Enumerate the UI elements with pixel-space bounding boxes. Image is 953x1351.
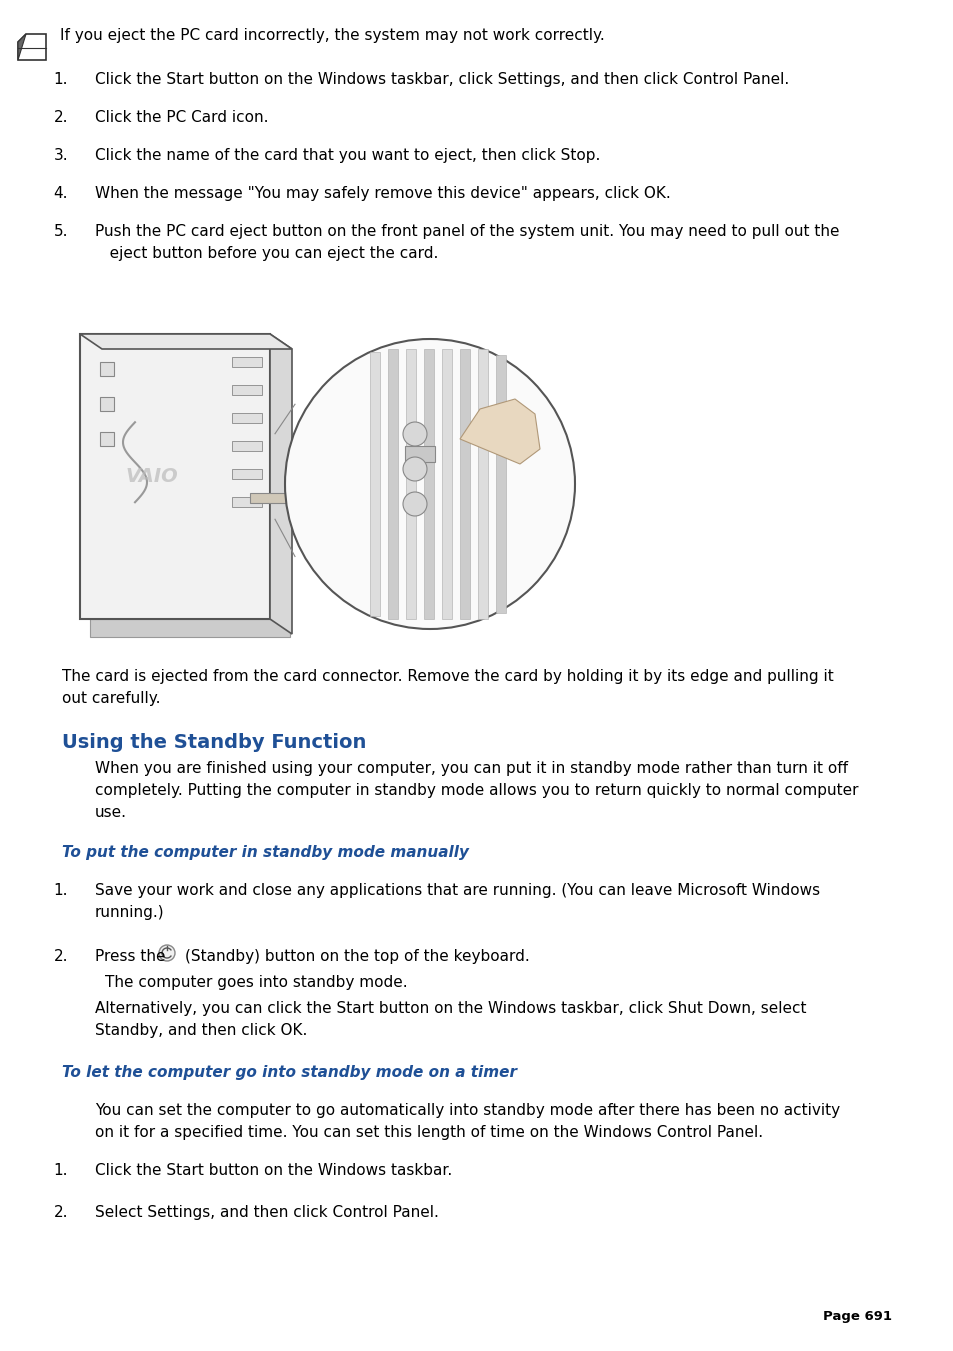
Circle shape: [159, 944, 174, 961]
Polygon shape: [477, 349, 488, 619]
Text: Standby, and then click OK.: Standby, and then click OK.: [95, 1023, 307, 1038]
Circle shape: [285, 339, 575, 630]
Polygon shape: [388, 349, 397, 619]
Text: Select Settings, and then click Control Panel.: Select Settings, and then click Control …: [95, 1205, 438, 1220]
Bar: [100, 397, 113, 411]
Polygon shape: [459, 349, 470, 619]
Bar: [232, 440, 262, 451]
Text: 1.: 1.: [53, 72, 68, 86]
Text: 3.: 3.: [53, 149, 68, 163]
Text: When you are finished using your computer, you can put it in standby mode rather: When you are finished using your compute…: [95, 761, 847, 775]
Text: VAIO: VAIO: [126, 467, 178, 486]
Text: out carefully.: out carefully.: [62, 690, 160, 707]
Text: eject button before you can eject the card.: eject button before you can eject the ca…: [95, 246, 438, 261]
Bar: [80, 334, 270, 619]
Text: Press the: Press the: [95, 948, 165, 965]
Polygon shape: [496, 355, 505, 613]
Polygon shape: [406, 349, 416, 619]
Text: 1.: 1.: [53, 1163, 68, 1178]
Bar: [100, 362, 113, 376]
Text: The card is ejected from the card connector. Remove the card by holding it by it: The card is ejected from the card connec…: [62, 669, 833, 684]
Polygon shape: [370, 353, 379, 616]
Polygon shape: [90, 619, 290, 638]
Text: completely. Putting the computer in standby mode allows you to return quickly to: completely. Putting the computer in stan…: [95, 784, 858, 798]
Text: 2.: 2.: [53, 1205, 68, 1220]
Text: Click the PC Card icon.: Click the PC Card icon.: [95, 109, 268, 126]
Circle shape: [402, 457, 427, 481]
Text: 2.: 2.: [53, 109, 68, 126]
Text: To put the computer in standby mode manually: To put the computer in standby mode manu…: [62, 844, 469, 861]
Text: Push the PC card eject button on the front panel of the system unit. You may nee: Push the PC card eject button on the fro…: [95, 224, 839, 239]
Polygon shape: [18, 34, 26, 59]
Circle shape: [402, 422, 427, 446]
Text: Page 691: Page 691: [822, 1310, 891, 1323]
Bar: [232, 385, 262, 394]
Bar: [232, 497, 262, 507]
Text: running.): running.): [95, 905, 165, 920]
Text: If you eject the PC card incorrectly, the system may not work correctly.: If you eject the PC card incorrectly, th…: [60, 28, 604, 43]
Polygon shape: [250, 493, 310, 503]
Text: 5.: 5.: [53, 224, 68, 239]
Text: Alternatively, you can click the Start button on the Windows taskbar, click Shut: Alternatively, you can click the Start b…: [95, 1001, 805, 1016]
Bar: [232, 413, 262, 423]
Text: When the message "You may safely remove this device" appears, click OK.: When the message "You may safely remove …: [95, 186, 670, 201]
Text: 2.: 2.: [53, 948, 68, 965]
Text: Click the Start button on the Windows taskbar.: Click the Start button on the Windows ta…: [95, 1163, 452, 1178]
Text: 4.: 4.: [53, 186, 68, 201]
Text: To let the computer go into standby mode on a timer: To let the computer go into standby mode…: [62, 1065, 517, 1079]
Polygon shape: [423, 349, 434, 619]
Text: use.: use.: [95, 805, 127, 820]
Polygon shape: [294, 461, 365, 505]
Text: Click the Start button on the Windows taskbar, click Settings, and then click Co: Click the Start button on the Windows ta…: [95, 72, 788, 86]
Text: (Standby) button on the top of the keyboard.: (Standby) button on the top of the keybo…: [185, 948, 529, 965]
Text: on it for a specified time. You can set this length of time on the Windows Contr: on it for a specified time. You can set …: [95, 1125, 762, 1140]
Polygon shape: [80, 334, 292, 349]
Polygon shape: [441, 349, 452, 619]
Text: Save your work and close any applications that are running. (You can leave Micro: Save your work and close any application…: [95, 884, 820, 898]
Text: 1.: 1.: [53, 884, 68, 898]
Circle shape: [402, 492, 427, 516]
Bar: [100, 432, 113, 446]
Text: Click the name of the card that you want to eject, then click Stop.: Click the name of the card that you want…: [95, 149, 599, 163]
Text: The computer goes into standby mode.: The computer goes into standby mode.: [105, 975, 407, 990]
Polygon shape: [459, 399, 539, 463]
Bar: [232, 357, 262, 367]
Polygon shape: [270, 334, 292, 634]
Bar: [232, 469, 262, 480]
Bar: [405, 446, 435, 462]
Text: You can set the computer to go automatically into standby mode after there has b: You can set the computer to go automatic…: [95, 1102, 840, 1119]
Text: Using the Standby Function: Using the Standby Function: [62, 734, 366, 753]
